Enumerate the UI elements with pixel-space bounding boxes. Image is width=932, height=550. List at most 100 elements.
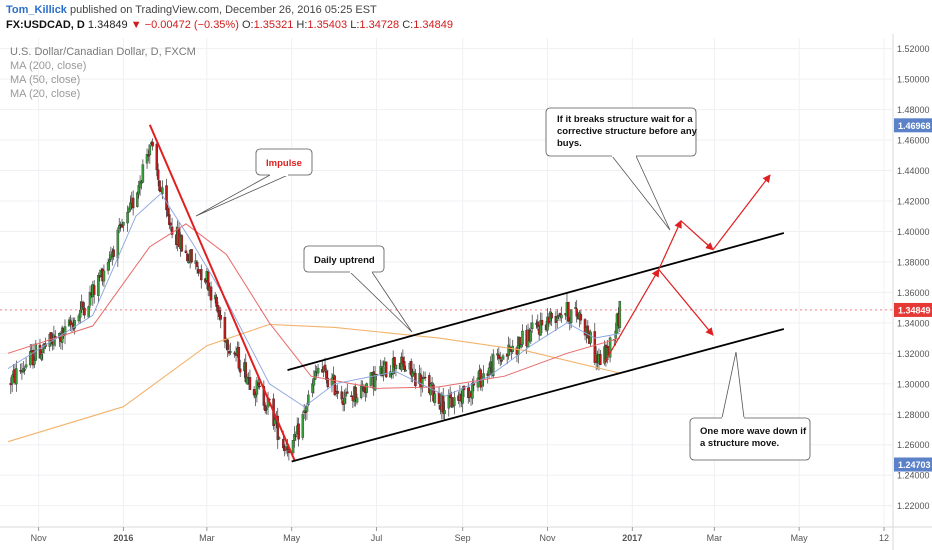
y-tick-label: 1.50000 <box>897 75 930 85</box>
y-tick-label: 1.22000 <box>897 501 930 511</box>
candle <box>536 321 540 328</box>
candle <box>560 314 563 319</box>
candle <box>487 367 491 376</box>
candle <box>555 317 559 322</box>
candle <box>244 362 248 382</box>
candle <box>521 330 524 345</box>
channel-lower <box>291 328 785 463</box>
candle <box>382 366 385 376</box>
high-label: H: <box>296 19 308 31</box>
impulse-label: Impulse <box>195 148 313 217</box>
candle <box>384 361 388 378</box>
candle <box>226 339 229 350</box>
candle <box>429 383 432 396</box>
x-tick-label: May <box>791 533 809 543</box>
callout-text-line: corrective structure before any <box>557 126 698 137</box>
candle <box>88 291 92 306</box>
projection-arrow <box>680 220 714 251</box>
legend-ma200[interactable]: MA (200, close) <box>10 60 87 72</box>
candle <box>394 365 398 370</box>
candle <box>92 285 96 295</box>
candle <box>369 372 373 386</box>
candle <box>24 364 28 368</box>
candle <box>184 250 188 254</box>
candle <box>147 154 150 157</box>
candle <box>476 377 480 388</box>
candle <box>170 226 174 235</box>
candle <box>373 373 377 391</box>
callout-text-line: One more wave down if <box>700 426 807 437</box>
candle <box>316 367 320 374</box>
candle <box>73 320 76 329</box>
candle <box>23 369 26 371</box>
candle <box>41 348 45 354</box>
y-tick-label: 1.28000 <box>897 410 930 420</box>
candle <box>131 197 135 209</box>
x-tick-label: Mar <box>199 533 215 543</box>
projection-arrow <box>658 269 714 336</box>
candle <box>262 386 266 406</box>
symbol-label[interactable]: FX:USDCAD, D <box>6 19 85 31</box>
candle <box>569 309 573 323</box>
author-link[interactable]: Tom_Killick <box>6 4 67 16</box>
x-tick-label: 2016 <box>113 533 133 543</box>
ma50-line <box>7 223 620 389</box>
breaks-structure-note: If it breaks structure wait for acorrect… <box>545 107 698 231</box>
y-tick-label: 1.32000 <box>897 349 930 359</box>
candle <box>33 359 36 365</box>
candle <box>254 394 257 398</box>
candle <box>404 369 407 372</box>
close-label: C: <box>402 19 414 31</box>
candle <box>161 187 164 194</box>
candle <box>589 331 592 344</box>
low-label: L: <box>350 19 360 31</box>
legend-ma20[interactable]: MA (20, close) <box>10 88 81 100</box>
y-tick-label: 1.38000 <box>897 257 930 267</box>
candle <box>312 378 316 386</box>
y-tick-label: 1.42000 <box>897 197 930 207</box>
x-tick-label: Jul <box>371 533 383 543</box>
candle <box>138 180 142 188</box>
y-tick-label: 1.46000 <box>897 136 930 146</box>
projection-arrow <box>658 219 682 270</box>
publish-line: Tom_Killick published on TradingView.com… <box>6 4 377 16</box>
candle <box>344 392 348 397</box>
candle <box>122 221 125 226</box>
candle <box>340 391 343 400</box>
candle <box>223 317 227 342</box>
candle <box>461 387 464 404</box>
callout-text-line: If it breaks structure wait for a <box>557 114 693 125</box>
price-tag-label: 1.46968 <box>898 121 931 131</box>
candle <box>238 368 242 373</box>
candle <box>326 377 330 388</box>
candle <box>126 211 129 224</box>
candle <box>276 415 280 440</box>
candle <box>336 390 339 394</box>
x-tick-label: Nov <box>31 533 48 543</box>
channel-upper <box>287 232 785 371</box>
x-tick-label: Mar <box>707 533 723 543</box>
candle <box>301 414 305 438</box>
x-tick-label: 12 <box>879 533 889 543</box>
open-label: O: <box>241 19 254 31</box>
price-tag-label: 1.34849 <box>898 305 931 315</box>
candle <box>323 364 327 371</box>
open-value: 1.35321 <box>253 19 294 31</box>
last-price: 1.34849 <box>87 19 128 31</box>
candle <box>34 343 38 361</box>
candle <box>294 435 298 437</box>
candle <box>550 313 553 319</box>
candle <box>443 410 446 414</box>
price-tag <box>894 457 932 472</box>
close-value: 1.34849 <box>413 19 453 31</box>
price-tag <box>894 302 932 317</box>
price-chart[interactable]: 1.52000 1.50000 1.48000 1.46000 1.44000 1.420… <box>0 34 932 550</box>
x-tick-label: Sep <box>455 533 471 543</box>
candle <box>237 347 241 369</box>
candle <box>500 360 503 362</box>
candle <box>102 270 106 282</box>
chart-header: Tom_Killick published on TradingView.com… <box>0 0 932 34</box>
candle <box>304 411 307 413</box>
legend-ma50[interactable]: MA (50, close) <box>10 74 81 86</box>
candle <box>450 397 453 408</box>
